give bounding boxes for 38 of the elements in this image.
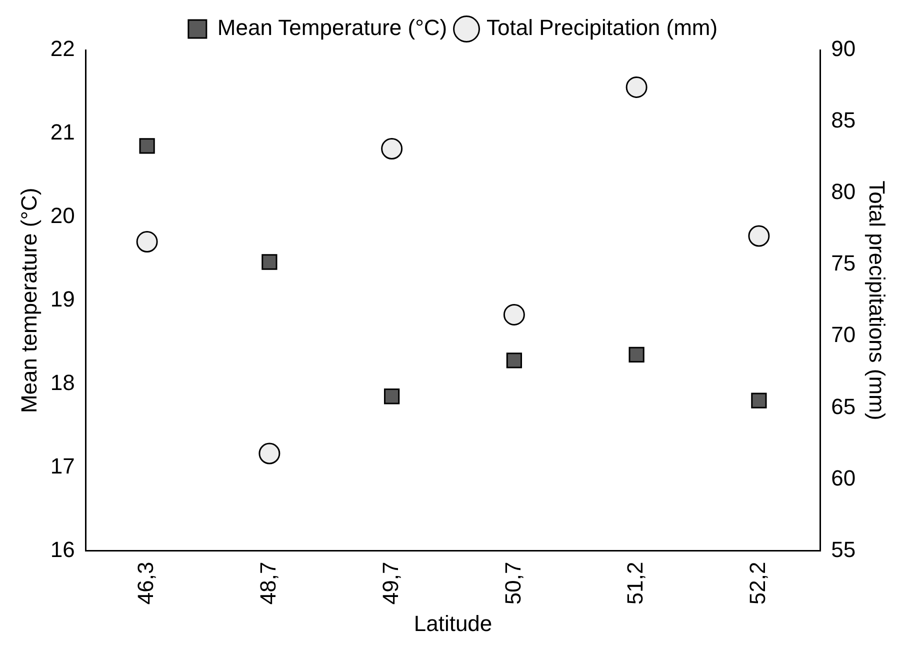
y2-tick-label: 55 bbox=[831, 536, 856, 562]
y-tick-label: 17 bbox=[50, 453, 75, 478]
y-tick-label: 19 bbox=[50, 286, 75, 312]
x-tick-label: 52,2 bbox=[745, 562, 770, 605]
x-axis-title: Latitude bbox=[414, 610, 492, 636]
point bbox=[258, 442, 280, 464]
y-tick-label: 21 bbox=[50, 120, 75, 145]
y2-tick-label: 70 bbox=[831, 322, 856, 348]
point bbox=[503, 304, 525, 326]
point bbox=[628, 346, 644, 362]
y2-tick-label: 75 bbox=[831, 250, 856, 276]
x-tick-label: 49,7 bbox=[378, 562, 403, 605]
x-tick-label: 48,7 bbox=[256, 562, 280, 605]
point bbox=[748, 225, 770, 247]
y-tick-label: 20 bbox=[50, 202, 75, 228]
point bbox=[381, 138, 403, 160]
legend-label: Mean Temperature (°C) bbox=[217, 15, 448, 40]
point bbox=[751, 392, 767, 408]
legend-label: Total Precipitation (mm) bbox=[486, 15, 718, 40]
y2-tick-label: 90 bbox=[831, 36, 856, 62]
x-tick-label: 51,2 bbox=[622, 562, 648, 605]
y-axis-title: Mean temperature (°C) bbox=[16, 188, 42, 413]
point bbox=[506, 352, 522, 368]
y2-tick-label: 85 bbox=[831, 108, 856, 133]
x-tick-label: 46,3 bbox=[133, 562, 158, 605]
y2-axis-title: Total precipitations (mm) bbox=[864, 180, 890, 420]
x-tick-label: 50,7 bbox=[500, 562, 526, 605]
y2-tick-label: 60 bbox=[831, 465, 856, 490]
point bbox=[262, 254, 278, 270]
point bbox=[139, 138, 155, 154]
point bbox=[136, 230, 158, 252]
y-tick-label: 18 bbox=[50, 370, 75, 395]
y-tick-label: 16 bbox=[50, 536, 75, 562]
y-tick-label: 22 bbox=[50, 36, 75, 62]
point bbox=[384, 388, 400, 404]
y2-tick-label: 65 bbox=[831, 394, 856, 419]
y2-tick-label: 80 bbox=[831, 179, 856, 204]
point bbox=[626, 76, 648, 98]
